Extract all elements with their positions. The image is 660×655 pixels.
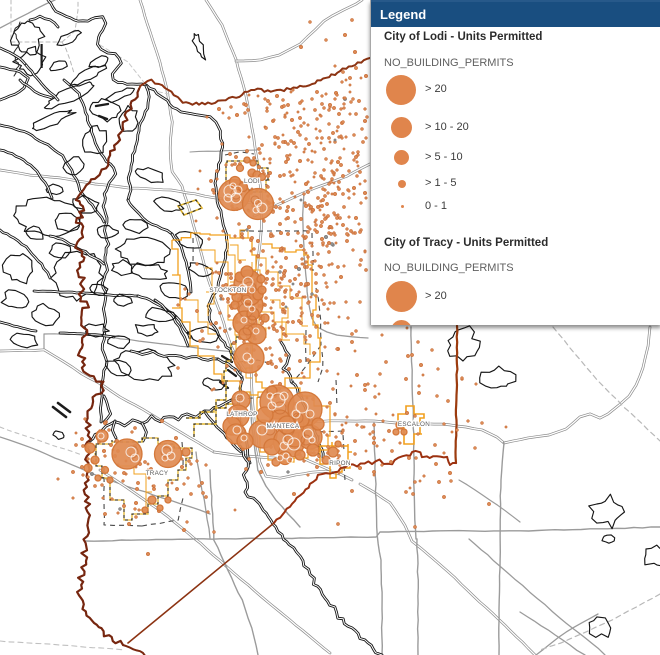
svg-text:TRACY: TRACY bbox=[146, 470, 169, 477]
svg-text:STOCKTON: STOCKTON bbox=[209, 287, 246, 294]
svg-text:LODI: LODI bbox=[244, 178, 260, 185]
svg-text:LATHROP: LATHROP bbox=[226, 411, 257, 418]
svg-text:MANTECA: MANTECA bbox=[267, 423, 300, 430]
svg-text:RIPON: RIPON bbox=[329, 460, 351, 467]
svg-text:ESCALON: ESCALON bbox=[398, 421, 430, 428]
